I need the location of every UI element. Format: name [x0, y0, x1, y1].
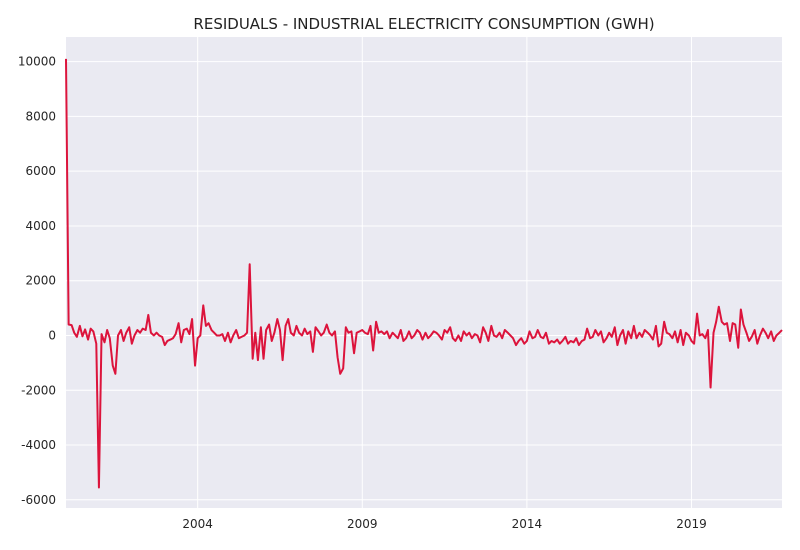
y-tick-label: 0	[48, 328, 56, 342]
x-tick-label: 2009	[347, 517, 378, 531]
series-line	[65, 58, 783, 489]
y-tick-label: 6000	[25, 164, 56, 178]
x-tick-label: 2019	[676, 517, 707, 531]
x-axis-tick-labels: 2004 2009 2014 2019	[182, 517, 706, 531]
plot-background	[66, 37, 782, 508]
y-tick-label: 2000	[25, 274, 56, 288]
y-axis-tick-labels: -6000 -4000 -2000 0 2000 4000 6000 8000 10000	[18, 55, 56, 507]
y-tick-label: 8000	[25, 109, 56, 123]
chart-title: RESIDUALS - INDUSTRIAL ELECTRICITY CONSU…	[193, 15, 654, 33]
x-tick-label: 2014	[512, 517, 543, 531]
y-tick-label: -6000	[21, 493, 56, 507]
y-tick-label: -2000	[21, 383, 56, 397]
y-tick-label: -4000	[21, 438, 56, 452]
grid-lines	[66, 37, 782, 508]
x-tick-label: 2004	[182, 517, 213, 531]
y-tick-label: 4000	[25, 219, 56, 233]
y-tick-label: 10000	[18, 55, 56, 69]
